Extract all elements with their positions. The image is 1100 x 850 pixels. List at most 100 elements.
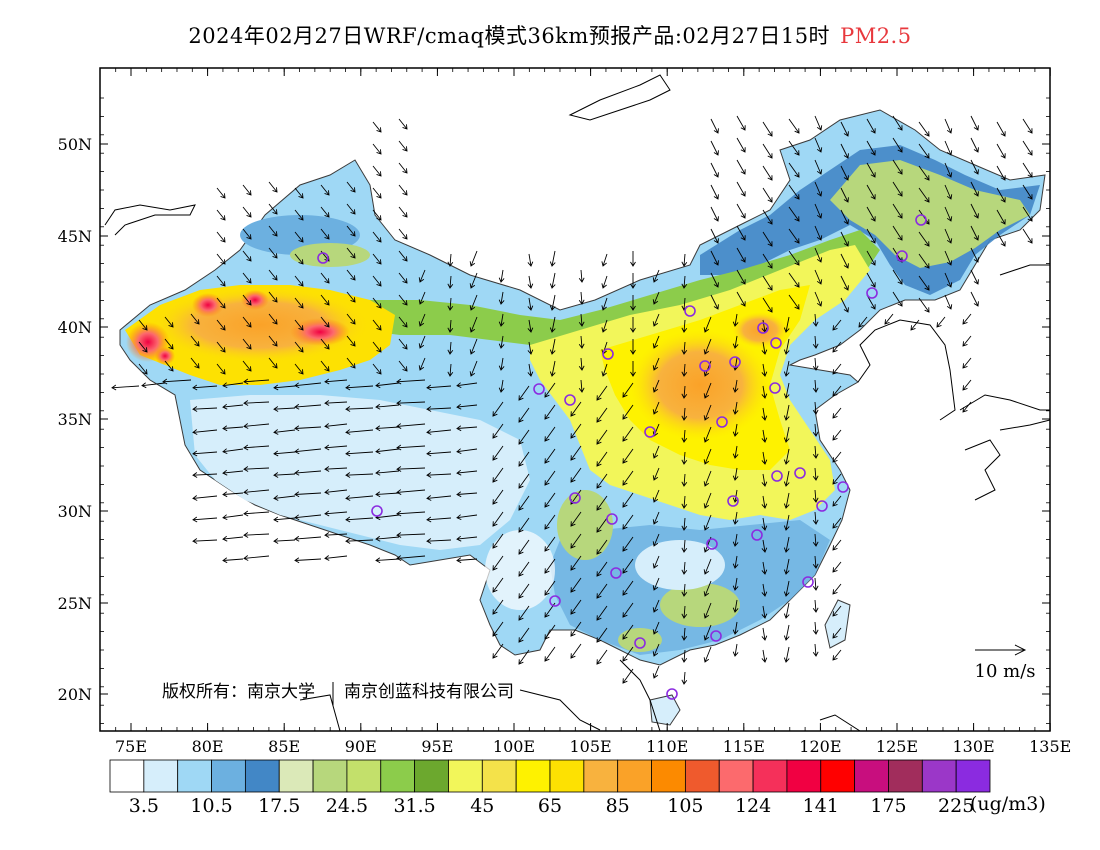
wind-arrow	[630, 361, 636, 377]
wind-arrow	[703, 580, 712, 597]
wind-arrow	[622, 382, 634, 398]
wind-arrow	[652, 445, 660, 459]
wind-arrow	[762, 187, 773, 203]
wind-arrow	[570, 401, 582, 417]
wind-arrow	[294, 382, 322, 389]
wind-arrow	[703, 426, 712, 443]
colorbar: 3.5 10.5 17.5 24.5 31.5 45 65 85 105 124 141 175 225	[109, 759, 991, 817]
wind-arrow	[242, 272, 252, 284]
wind-arrow	[736, 247, 746, 263]
wind-arrow	[294, 469, 322, 476]
wind-arrow	[398, 360, 408, 372]
wind-arrow	[544, 492, 556, 508]
wind-arrow	[652, 599, 660, 613]
wind-arrow	[962, 335, 972, 347]
wind-arrow	[544, 580, 556, 596]
wind-arrow	[492, 511, 504, 527]
wind-arrow	[788, 184, 800, 200]
wind-arrow	[866, 184, 876, 200]
lon-tick-label: 75E	[115, 737, 147, 756]
wind-arrow	[268, 335, 278, 347]
wind-arrow	[518, 407, 530, 423]
wind-arrow	[732, 577, 739, 591]
taiwan-island	[824, 599, 851, 649]
wind-arrow	[243, 444, 270, 451]
wind-arrow	[681, 583, 688, 597]
wind-arrow	[346, 203, 356, 215]
wind-arrow	[681, 341, 688, 355]
wind-arrow	[918, 143, 930, 159]
wind-reference: 10 m/s	[975, 644, 1036, 682]
wind-arrow	[273, 538, 296, 544]
wind-arrow	[294, 231, 304, 243]
wind-arrow	[492, 621, 504, 637]
wind-arrow	[596, 605, 608, 621]
wind-arrow	[832, 319, 842, 331]
wind-arrow	[1022, 140, 1033, 156]
wind-arrow	[996, 209, 1006, 225]
wind-arrow	[396, 466, 426, 472]
wind-arrow	[527, 341, 534, 355]
city-marker	[727, 495, 739, 507]
wind-arrow	[320, 316, 330, 328]
title-pollutant: PM2.5	[840, 24, 912, 48]
lon-tick-label: 90E	[345, 737, 377, 756]
wind-arrow	[273, 450, 296, 457]
wind-arrow	[892, 181, 903, 197]
wind-arrow	[761, 627, 768, 641]
wind-arrow	[320, 206, 330, 218]
wind-arrow	[681, 561, 688, 575]
wind-arrow	[426, 495, 452, 501]
wind-arrow	[324, 378, 348, 385]
wind-arrow	[812, 357, 819, 371]
wind-arrow	[970, 181, 979, 197]
wind-arrow	[761, 605, 768, 619]
colorbar-swatch	[888, 759, 923, 793]
wind-arrow	[681, 627, 688, 641]
wind-arrow	[456, 382, 478, 389]
wind-arrow	[242, 184, 252, 196]
wind-arrow	[762, 297, 773, 313]
wind-arrow	[396, 400, 426, 406]
wind-arrow	[622, 624, 634, 640]
wind-arrow	[783, 404, 790, 421]
wind-arrow	[681, 429, 688, 443]
wind-arrow	[866, 140, 876, 156]
colorbar-swatch	[143, 759, 179, 793]
wind-arrow	[518, 495, 530, 511]
city-marker	[706, 538, 718, 550]
city-marker	[771, 470, 783, 482]
wind-arrow	[783, 558, 790, 575]
wind-arrow	[596, 429, 608, 445]
wind-arrow	[398, 206, 408, 218]
wind-arrow	[681, 671, 688, 685]
latitude-axis: 50N 45N 40N 35N 30N 25N 20N	[58, 97, 1050, 724]
wind-arrow	[681, 385, 688, 399]
wind-arrow	[944, 118, 953, 134]
wind-arrow	[242, 294, 252, 306]
wind-arrow	[243, 555, 270, 561]
wind-arrow	[164, 360, 174, 372]
wind-arrow	[492, 577, 504, 593]
wind-arrow	[596, 385, 608, 401]
wind-arrow	[324, 423, 348, 429]
wind-arrow	[345, 450, 374, 457]
wind-arrow	[570, 511, 582, 527]
wind-arrow	[375, 382, 400, 389]
wind-arrow	[268, 225, 278, 237]
wind-arrow	[681, 407, 688, 421]
lon-tick-label: 85E	[268, 737, 300, 756]
wind-arrow	[578, 379, 585, 393]
wind-arrow	[703, 558, 712, 575]
wind-arrow	[814, 137, 823, 153]
wind-arrow	[492, 599, 504, 615]
city-marker	[802, 576, 814, 588]
wind-arrow	[346, 247, 356, 259]
wind-arrow	[345, 429, 374, 435]
wind-arrow	[788, 228, 800, 244]
wind-arrow	[190, 357, 200, 369]
wind-arrow	[761, 649, 768, 663]
wind-arrow	[346, 291, 356, 303]
wind-arrow	[761, 517, 768, 531]
wind-arrow	[732, 467, 739, 481]
